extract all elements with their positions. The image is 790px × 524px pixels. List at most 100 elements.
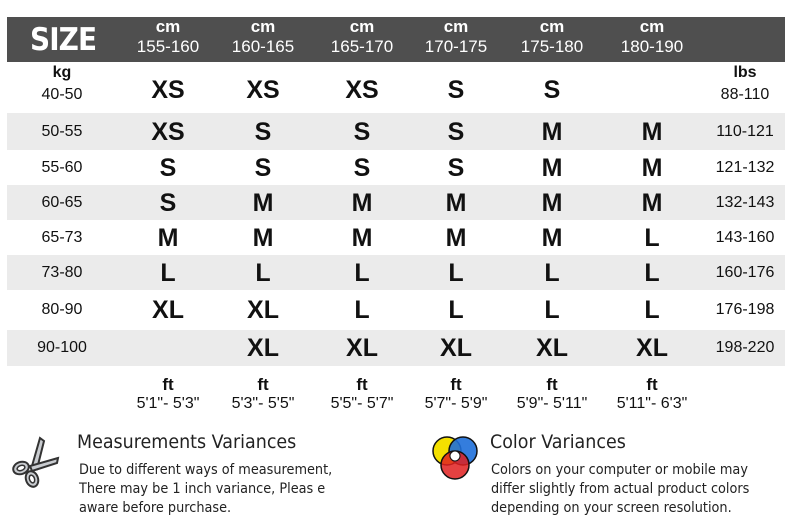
height-range: 155-160	[136, 37, 200, 56]
row-stripe	[7, 255, 785, 290]
height-range: 170-175	[424, 37, 488, 56]
feet-unit: ft	[450, 375, 462, 394]
color-line: Colors on your computer or mobile may	[491, 462, 748, 478]
lbs-range: 132-143	[715, 193, 775, 211]
feet-range: 5'3"- 5'5"	[231, 395, 295, 412]
weight-unit-label: kg	[52, 64, 72, 81]
measurement-line: There may be 1 inch variance, Pleas e	[79, 481, 326, 497]
table-header	[7, 17, 785, 62]
size-cell: XS	[151, 117, 185, 146]
feet-column-label: ft 5'9"- 5'11"	[492, 376, 612, 414]
feet-unit: ft	[162, 375, 174, 394]
size-cell: S	[543, 76, 561, 104]
height-range: 180-190	[620, 37, 684, 56]
size-cell: L	[544, 296, 560, 324]
height-unit: cm	[539, 17, 565, 36]
size-cell: L	[644, 258, 660, 287]
size-cell: M	[541, 223, 563, 252]
measurement-text: Due to different ways of measurement, Th…	[79, 461, 332, 518]
row-stripe	[7, 113, 785, 150]
size-cell: XL	[152, 296, 184, 324]
height-unit: cm	[443, 17, 469, 36]
size-cell: L	[448, 296, 464, 324]
color-text: Colors on your computer or mobile may di…	[491, 461, 749, 518]
height-column-header: cm 160-165	[213, 17, 313, 57]
size-cell: M	[641, 188, 663, 217]
size-cell: M	[157, 223, 179, 252]
size-cell: M	[351, 223, 373, 252]
size-cell: S	[353, 153, 371, 182]
feet-unit: ft	[546, 375, 558, 394]
weight-range: 60-65	[41, 193, 83, 211]
feet-range: 5'5"- 5'7"	[330, 395, 394, 412]
height-column-header: cm 175-180	[502, 17, 602, 57]
size-cell: L	[544, 258, 560, 287]
height-column-header: cm 155-160	[118, 17, 218, 57]
size-cell: L	[255, 258, 271, 287]
feet-column-label: ft 5'3"- 5'5"	[203, 376, 323, 414]
height-column-header: cm 165-170	[312, 17, 412, 57]
weight-range: 40-50	[41, 86, 83, 103]
size-cell: S	[447, 76, 465, 104]
size-cell: XL	[247, 296, 279, 324]
height-unit: cm	[349, 17, 375, 36]
feet-range: 5'7"- 5'9"	[424, 395, 488, 412]
size-cell: S	[353, 117, 371, 146]
lbs-range: 176-198	[715, 301, 775, 318]
size-cell: L	[644, 223, 660, 252]
color-line: depending on your screen resolution.	[491, 500, 732, 516]
feet-range: 5'11"- 6'3"	[616, 395, 688, 412]
weight-range: 73-80	[41, 263, 83, 281]
size-cell: XL	[440, 334, 472, 362]
feet-column-label: ft 5'1"- 5'3"	[108, 376, 228, 414]
weight-range: 50-55	[41, 122, 83, 140]
weight-range: 55-60	[41, 158, 83, 176]
feet-column-label: ft 5'7"- 5'9"	[396, 376, 516, 414]
height-unit: cm	[155, 17, 181, 36]
feet-unit: ft	[257, 375, 269, 394]
size-cell: L	[448, 258, 464, 287]
weight-range: 65-73	[41, 228, 83, 246]
size-cell: S	[159, 153, 177, 182]
feet-unit: ft	[356, 375, 368, 394]
row-stripe	[7, 185, 785, 220]
size-cell: XS	[345, 76, 379, 104]
size-cell: L	[354, 296, 370, 324]
size-cell: M	[541, 153, 563, 182]
height-range: 160-165	[231, 37, 295, 56]
size-cell: M	[541, 117, 563, 146]
weight-range: 90-100	[37, 339, 87, 356]
height-unit: cm	[639, 17, 665, 36]
size-cell: M	[252, 188, 274, 217]
color-line: differ slightly from actual product colo…	[491, 481, 750, 497]
size-cell: M	[445, 188, 467, 217]
size-title: SIZE	[30, 22, 97, 58]
size-cell: L	[354, 258, 370, 287]
feet-unit: ft	[646, 375, 658, 394]
size-cell: XL	[247, 334, 279, 362]
size-cell: M	[541, 188, 563, 217]
size-cell: M	[351, 188, 373, 217]
height-range: 165-170	[330, 37, 394, 56]
feet-column-label: ft 5'11"- 6'3"	[592, 376, 712, 414]
feet-range: 5'1"- 5'3"	[136, 395, 200, 412]
height-range: 175-180	[520, 37, 584, 56]
size-cell: S	[159, 188, 177, 217]
row-stripe	[7, 330, 785, 366]
size-cell: XS	[246, 76, 280, 104]
size-cell: L	[644, 296, 660, 324]
feet-range: 5'9"- 5'11"	[516, 395, 588, 412]
size-cell: XL	[636, 334, 668, 362]
measurement-line: aware before purchase.	[79, 500, 232, 516]
lbs-unit-label: lbs	[733, 64, 757, 81]
size-cell: S	[447, 153, 465, 182]
lbs-range: 110-121	[716, 122, 774, 140]
lbs-range: 143-160	[715, 228, 775, 246]
size-cell: M	[252, 223, 274, 252]
lbs-range: 121-132	[715, 158, 775, 176]
height-unit: cm	[250, 17, 276, 36]
measurement-title: Measurements Variances	[77, 431, 297, 453]
size-cell: S	[254, 153, 272, 182]
size-cell: M	[641, 117, 663, 146]
size-cell: XL	[346, 334, 378, 362]
